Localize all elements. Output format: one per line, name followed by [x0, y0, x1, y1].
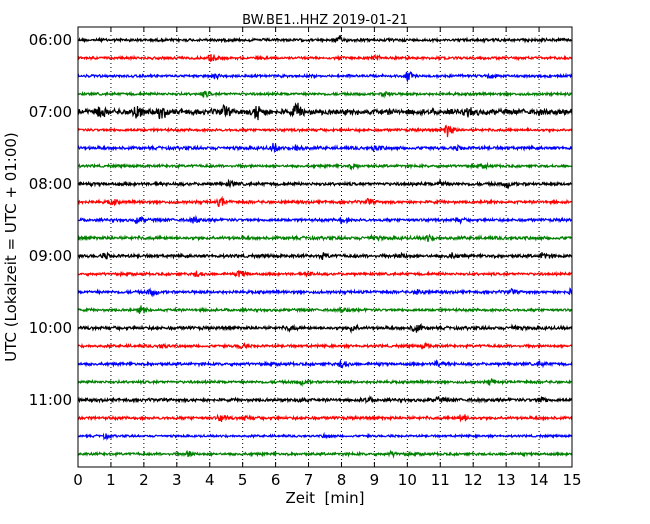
x-tick-label: 5 [238, 471, 248, 489]
seismogram-trace [77, 178, 573, 190]
x-tick-label: 9 [370, 471, 380, 489]
seismogram-trace [77, 233, 573, 243]
tick-layer: 0 1 2 3 4 5 6 7 8 9 10 11 12 13 14 1506:0007:0008:0009:… [29, 27, 582, 489]
y-tick-label: 08:00 [29, 175, 72, 193]
grid-layer [110, 27, 540, 467]
x-tick-label: 15 [562, 471, 581, 489]
x-tick-label: 14 [530, 471, 549, 489]
y-tick-label: 06:00 [29, 31, 72, 49]
x-tick-label: 4 [205, 471, 215, 489]
y-tick-label: 07:00 [29, 103, 72, 121]
x-tick-label: 8 [337, 471, 347, 489]
seismogram-trace [77, 124, 573, 138]
y-tick-label: 11:00 [29, 391, 72, 409]
seismogram-trace [77, 34, 573, 44]
x-tick-label: 12 [464, 471, 483, 489]
x-tick-label: 7 [304, 471, 314, 489]
x-tick-label: 10 [398, 471, 417, 489]
seismogram-trace [77, 287, 573, 298]
seismogram-trace [77, 358, 573, 369]
x-tick-label: 2 [139, 471, 149, 489]
seismogram-trace [77, 161, 573, 171]
seismogram-trace [77, 431, 573, 441]
seismogram-trace [77, 90, 573, 99]
seismogram-trace [77, 195, 573, 207]
chart-title: BW.BE1..HHZ 2019-01-21 [242, 13, 408, 28]
x-tick-label: 6 [271, 471, 281, 489]
seismogram-trace [77, 449, 573, 459]
seismogram-trace [77, 71, 573, 83]
y-tick-label: 09:00 [29, 247, 72, 265]
plot-frame [77, 26, 573, 468]
x-tick-label: 13 [497, 471, 516, 489]
seismogram-trace [77, 323, 573, 334]
y-axis-label: UTC (Lokalzeit = UTC + 01:00) [2, 132, 20, 362]
seismogram-trace [77, 142, 573, 154]
seismogram-trace [77, 251, 573, 260]
seismogram-trace [77, 214, 573, 225]
seismogram-trace [77, 53, 573, 62]
seismogram-trace [77, 269, 573, 278]
seismogram-trace [77, 305, 573, 314]
x-tick-label: 0 [73, 471, 83, 489]
seismogram-trace [77, 102, 573, 121]
seismogram-trace [77, 341, 573, 350]
x-axis-label: Zeit [min] [285, 489, 364, 507]
x-tick-label: 11 [431, 471, 450, 489]
seismogram-trace [77, 413, 573, 423]
seismogram-trace [77, 378, 573, 388]
x-tick-label: 1 [106, 471, 116, 489]
x-tick-label: 3 [172, 471, 182, 489]
trace-layer [77, 34, 573, 459]
seismogram-trace [77, 394, 573, 405]
y-tick-label: 10:00 [29, 319, 72, 337]
